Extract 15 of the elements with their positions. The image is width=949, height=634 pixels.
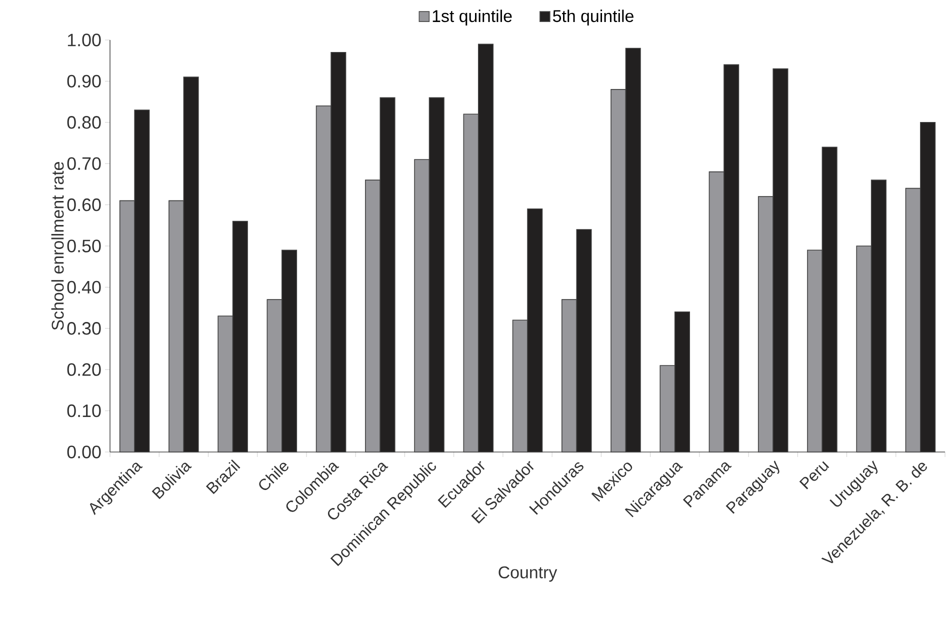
y-tick-label: 0.40 bbox=[67, 280, 101, 294]
y-tick-label: 0.80 bbox=[67, 116, 101, 129]
y-tick-label: 0.20 bbox=[67, 363, 101, 376]
y-tick-label: 0.10 bbox=[67, 404, 101, 418]
y-tick-label: 1.00 bbox=[68, 34, 101, 46]
x-axis-title: Country bbox=[498, 566, 558, 582]
legend-label: 5th quintile bbox=[552, 10, 634, 26]
y-axis-title: School enrollment rate bbox=[51, 162, 64, 330]
y-tick-label: 0.70 bbox=[67, 157, 101, 170]
y-tick-label: 0.00 bbox=[67, 446, 101, 458]
y-tick-label: 0.30 bbox=[67, 322, 101, 335]
y-tick-label: 0.60 bbox=[67, 198, 101, 212]
y-tick-label: 0.90 bbox=[67, 74, 101, 88]
legend-label: 1st quintile bbox=[432, 10, 512, 26]
y-tick-label: 0.50 bbox=[67, 240, 101, 252]
